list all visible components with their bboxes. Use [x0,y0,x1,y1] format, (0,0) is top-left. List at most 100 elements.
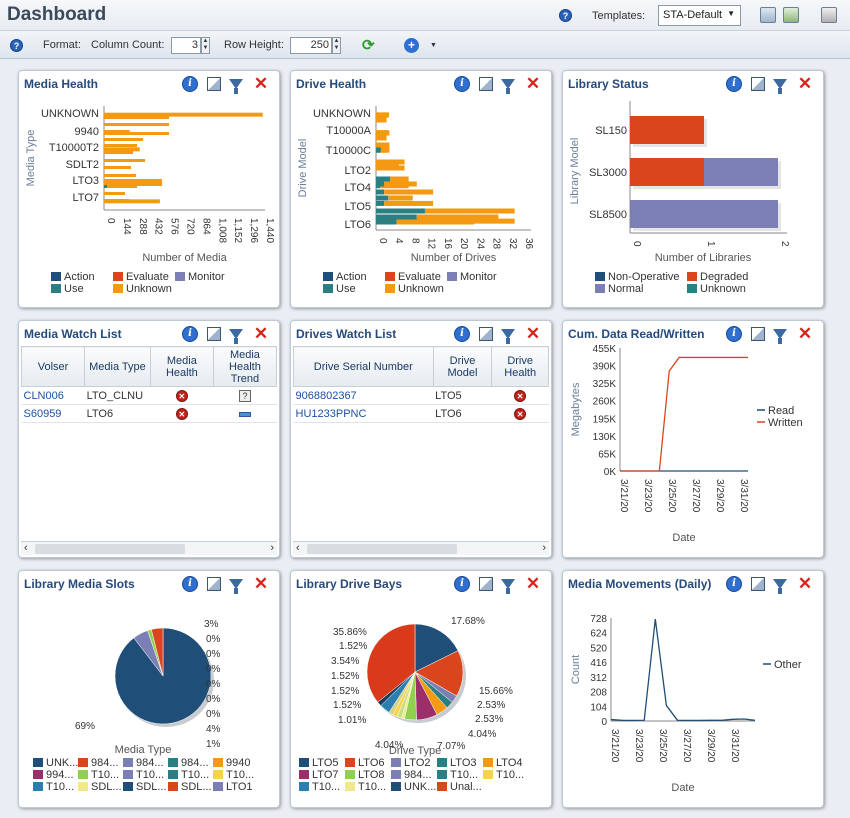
bar[interactable] [630,200,778,228]
filter-icon[interactable] [773,329,787,344]
pie-slice[interactable] [366,623,416,703]
column-header[interactable]: Volser [20,346,86,387]
bar[interactable] [376,163,399,169]
bar[interactable] [104,123,169,126]
column-header[interactable]: Media Type [84,346,151,387]
bar[interactable] [104,192,125,195]
bar[interactable] [396,219,474,225]
bar[interactable] [384,189,434,195]
series-line-other[interactable] [610,619,756,722]
bar[interactable] [104,182,163,186]
close-icon[interactable]: ✕ [797,574,813,593]
close-icon[interactable]: ✕ [525,324,541,343]
export-icon[interactable] [207,327,221,341]
info-icon[interactable]: i [454,326,470,342]
info-icon[interactable]: i [726,76,742,92]
print-icon[interactable] [821,7,837,23]
bar[interactable] [376,147,381,153]
close-icon[interactable]: ✕ [525,574,541,593]
horizontal-scrollbar[interactable]: ‹ › [21,541,277,555]
bar[interactable] [630,116,704,144]
bar[interactable] [376,176,391,182]
bar[interactable] [104,159,145,162]
bar[interactable] [104,174,136,177]
info-icon[interactable]: i [454,576,470,592]
bar[interactable] [104,199,129,202]
export-icon[interactable] [751,77,765,91]
bar[interactable] [104,151,133,154]
bar[interactable] [384,181,417,187]
export-icon[interactable] [207,77,221,91]
pie-slice[interactable] [414,650,464,697]
scroll-thumb[interactable] [307,544,457,554]
scroll-left-icon[interactable]: ‹ [24,542,28,554]
bar[interactable] [376,159,405,165]
filter-icon[interactable] [501,579,515,594]
bar[interactable] [376,135,387,141]
info-icon[interactable]: i [726,576,742,592]
filter-icon[interactable] [773,579,787,594]
table-row[interactable]: HU1233PPNC LTO6 ✕ [293,404,549,423]
export-icon[interactable] [751,327,765,341]
pie-slice[interactable] [151,627,164,677]
info-icon[interactable]: i [454,76,470,92]
add-portlet-dropdown-icon[interactable]: ▼ [430,42,437,49]
export-icon[interactable] [207,577,221,591]
bar[interactable] [376,130,390,136]
close-icon[interactable]: ✕ [797,74,813,93]
close-icon[interactable]: ✕ [525,74,541,93]
bar[interactable] [104,144,137,147]
filter-icon[interactable] [229,579,243,594]
bar[interactable] [416,214,499,220]
bar[interactable] [390,176,409,182]
refresh-icon[interactable]: ⟳ [362,37,375,54]
bar[interactable] [388,195,413,201]
bar[interactable] [104,138,143,141]
bar[interactable] [104,199,160,204]
close-icon[interactable]: ✕ [253,74,269,93]
info-icon[interactable]: i [182,576,198,592]
close-icon[interactable]: ✕ [797,324,813,343]
column-header[interactable]: Drive Model [432,346,493,387]
filter-icon[interactable] [501,79,515,94]
volser-cell[interactable]: S60959 [21,404,85,423]
bar[interactable] [376,214,417,220]
row-height-stepper[interactable]: ▲ ▼ [332,37,341,54]
info-icon[interactable]: i [726,326,742,342]
bar[interactable] [376,112,390,118]
bar[interactable] [424,208,515,214]
bar[interactable] [376,195,389,201]
export-icon[interactable] [479,327,493,341]
bar[interactable] [380,147,390,153]
bar[interactable] [104,132,169,135]
drive-serial-cell[interactable]: 9068802367 [293,386,434,405]
bar[interactable] [630,158,704,186]
column-header[interactable]: Drive Serial Number [293,346,434,387]
row-height-input[interactable]: 250 [290,37,332,54]
close-icon[interactable]: ✕ [253,574,269,593]
save-as-template-icon[interactable] [783,7,799,23]
info-icon[interactable]: i [182,326,198,342]
bar[interactable] [376,181,385,187]
scroll-thumb[interactable] [35,544,185,554]
export-icon[interactable] [479,577,493,591]
save-template-icon[interactable] [760,7,776,23]
bar[interactable] [104,185,137,188]
export-icon[interactable] [751,577,765,591]
bar[interactable] [376,200,385,206]
add-portlet-icon[interactable]: + [404,38,419,53]
bar[interactable] [376,208,425,214]
format-help-icon[interactable]: ? [10,39,23,52]
column-header[interactable]: Media Health [149,346,214,387]
series-line-written[interactable] [620,356,748,472]
scroll-right-icon[interactable]: › [542,542,546,554]
table-row[interactable]: 9068802367 LTO5 ✕ [293,386,549,405]
bar[interactable] [104,112,263,117]
close-icon[interactable]: ✕ [253,324,269,343]
scroll-left-icon[interactable]: ‹ [296,542,300,554]
bar[interactable] [376,219,397,225]
pie-slice[interactable] [414,623,459,673]
column-header[interactable]: Drive Health [491,346,549,387]
bar[interactable] [104,116,169,119]
filter-icon[interactable] [501,329,515,344]
